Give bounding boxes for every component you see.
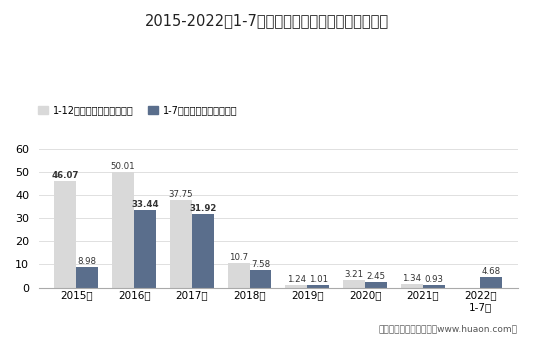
Bar: [343, 280, 365, 287]
Text: 1.24: 1.24: [287, 275, 306, 283]
Bar: [249, 270, 271, 287]
Text: 10.7: 10.7: [229, 253, 248, 262]
Text: 37.75: 37.75: [168, 190, 193, 199]
Bar: [285, 285, 308, 287]
Text: 1.01: 1.01: [309, 275, 328, 284]
Text: 2015-2022年1-7月郑州商品交易所强麦期货成交量: 2015-2022年1-7月郑州商品交易所强麦期货成交量: [144, 13, 389, 29]
Text: 8.98: 8.98: [78, 257, 97, 266]
Bar: [480, 277, 503, 287]
Text: 31.92: 31.92: [189, 204, 216, 213]
Bar: [423, 285, 445, 287]
Text: 7.58: 7.58: [251, 260, 270, 269]
Bar: [54, 181, 76, 287]
Text: 50.01: 50.01: [111, 162, 135, 171]
Text: 33.44: 33.44: [131, 200, 159, 209]
Text: 0.93: 0.93: [424, 275, 443, 284]
Text: 制图：华经产业研究院（www.huaon.com）: 制图：华经产业研究院（www.huaon.com）: [378, 325, 517, 334]
Bar: [365, 282, 387, 287]
Legend: 1-12月期货成交量（万手）, 1-7月期货成交量（万手）: 1-12月期货成交量（万手）, 1-7月期货成交量（万手）: [34, 101, 241, 119]
Bar: [192, 214, 214, 287]
Text: 46.07: 46.07: [52, 171, 79, 180]
Text: 3.21: 3.21: [344, 270, 364, 279]
Bar: [112, 172, 134, 287]
Bar: [228, 263, 249, 287]
Text: 4.68: 4.68: [482, 267, 501, 276]
Text: 1.34: 1.34: [402, 274, 422, 283]
Bar: [170, 201, 192, 287]
Text: 2.45: 2.45: [366, 272, 385, 281]
Bar: [308, 285, 329, 287]
Bar: [134, 210, 156, 287]
Bar: [76, 267, 98, 287]
Bar: [401, 284, 423, 287]
